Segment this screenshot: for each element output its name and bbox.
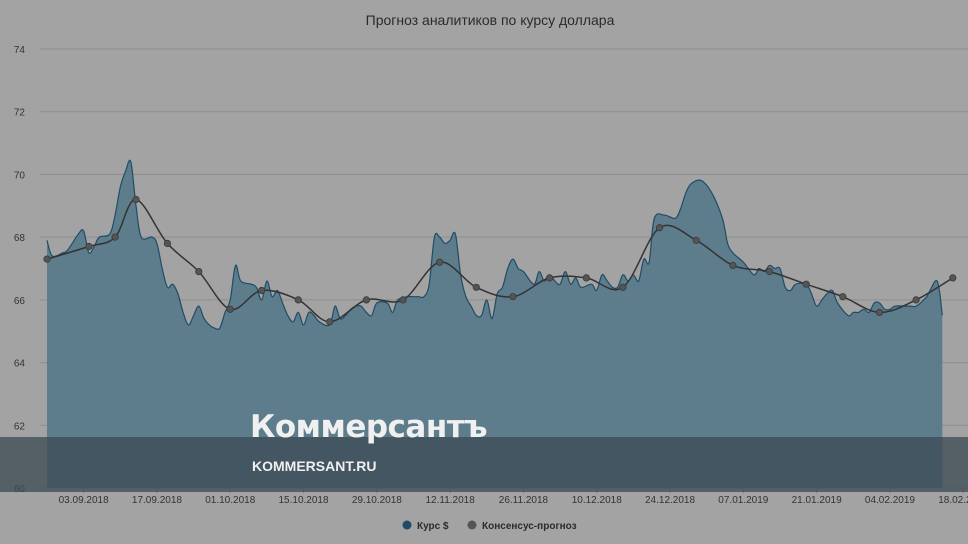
watermark-logo: Коммерсантъ [250, 409, 487, 445]
x-tick-label: 03.09.2018 [59, 495, 109, 506]
consensus-series [43, 195, 957, 326]
x-tick-label: 17.09.2018 [132, 495, 182, 506]
legend-rate-label: Курс $ [417, 521, 449, 532]
rate-area-fill [47, 160, 943, 488]
x-tick-label: 21.01.2019 [792, 495, 842, 506]
x-tick-label: 26.11.2018 [499, 495, 549, 506]
consensus-point[interactable] [195, 267, 203, 276]
consensus-point[interactable] [729, 261, 737, 269]
y-tick-label: 66 [14, 296, 26, 307]
consensus-point[interactable] [949, 274, 957, 282]
x-tick-label: 10.12.2018 [572, 495, 622, 506]
x-tick-label: 12.11.2018 [425, 495, 475, 506]
legend-item-consensus[interactable]: Консенсус-прогноз [467, 520, 577, 533]
consensus-point[interactable] [509, 293, 517, 301]
consensus-point[interactable] [912, 296, 920, 304]
y-tick-label: 74 [14, 45, 26, 56]
chart-title: Прогноз аналитиков по курсу доллара [366, 12, 615, 28]
watermark-url: KOMMERSANT.RU [252, 458, 376, 474]
consensus-point[interactable] [399, 296, 407, 304]
y-tick-label: 70 [14, 170, 26, 181]
y-tick-label: 64 [14, 359, 26, 370]
x-tick-label: 04.02.2019 [865, 495, 915, 506]
consensus-point[interactable] [294, 296, 302, 304]
consensus-point[interactable] [692, 236, 700, 244]
consensus-point[interactable] [765, 267, 774, 276]
consensus-point[interactable] [43, 255, 51, 263]
x-tick-label: 07.01.2019 [718, 495, 768, 506]
y-tick-label: 72 [14, 108, 26, 119]
legend-rate-marker [402, 520, 412, 530]
consensus-point[interactable] [132, 195, 140, 204]
consensus-point[interactable] [362, 296, 370, 304]
y-tick-label: 68 [14, 233, 26, 244]
consensus-point[interactable] [619, 283, 627, 291]
consensus-point[interactable] [472, 283, 480, 291]
y-tick-label: 62 [14, 421, 26, 432]
watermark-band [0, 437, 968, 492]
consensus-point[interactable] [582, 274, 590, 282]
consensus-point[interactable] [258, 286, 266, 295]
legend: Курс $ Консенсус-прогноз [402, 520, 577, 533]
consensus-point[interactable] [436, 258, 444, 266]
consensus-point[interactable] [163, 239, 171, 247]
consensus-point[interactable] [226, 305, 234, 313]
x-tick-label: 15.10.2018 [279, 495, 329, 506]
consensus-point[interactable] [85, 242, 93, 251]
x-tick-label: 24.12.2018 [645, 495, 695, 506]
legend-consensus-marker [467, 520, 477, 530]
y-axis: 6062646668707274 [14, 45, 26, 495]
x-tick-label: 29.10.2018 [352, 495, 402, 506]
area-series [46, 159, 943, 488]
rate-area-line [46, 159, 943, 330]
x-axis: 03.09.2018 17.09.2018 01.10.2018 15.10.2018… [59, 488, 968, 506]
legend-item-rate[interactable]: Курс $ [402, 520, 449, 533]
consensus-point[interactable] [111, 233, 119, 241]
consensus-point[interactable] [839, 293, 847, 301]
x-tick-label: 01.10.2018 [205, 495, 255, 506]
consensus-point[interactable] [326, 318, 334, 326]
consensus-point[interactable] [655, 224, 664, 232]
consensus-point[interactable] [802, 280, 810, 288]
consensus-point[interactable] [875, 308, 884, 316]
x-tick-label: 18.02.2019 [938, 495, 968, 506]
consensus-point[interactable] [545, 274, 554, 282]
legend-consensus-label: Консенсус-прогноз [482, 521, 577, 532]
